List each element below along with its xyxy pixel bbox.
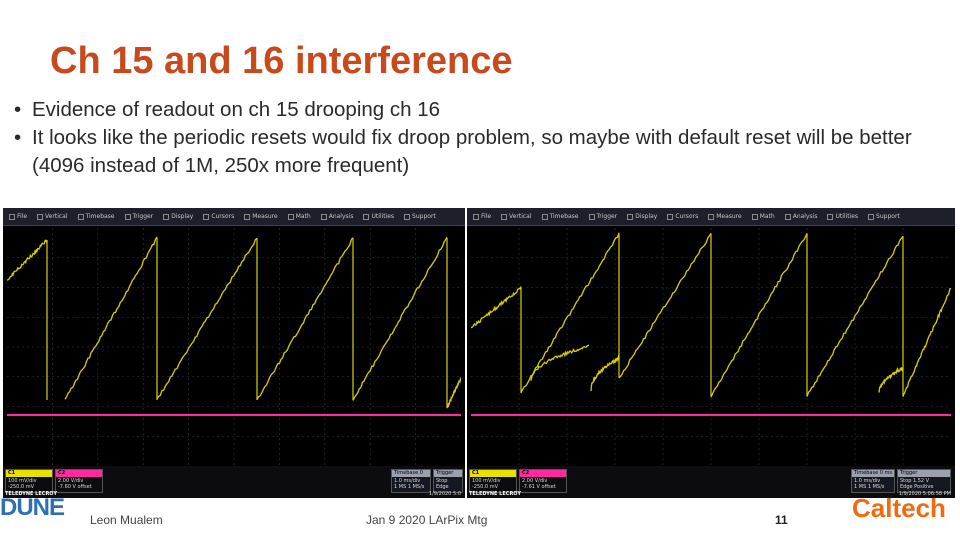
ch1-trace-segment <box>903 289 951 397</box>
bullet-dot: • <box>14 124 21 152</box>
scope-brand: TELEDYNE LECROY <box>469 491 521 497</box>
footer-author: Leon Mualem <box>90 513 163 527</box>
ch1-trace-segment <box>447 377 461 408</box>
timebase-box: Timebase 0 ms 1.0 ms/div 1 MS 1 MS/s <box>391 469 431 493</box>
menu-support: Support <box>868 213 900 220</box>
ch1-trace-segment <box>353 237 447 400</box>
bullet-item: • It looks like the periodic resets woul… <box>12 124 952 180</box>
menu-measure: Measure <box>708 213 742 220</box>
waveform-plot <box>471 228 951 466</box>
page-number: 11 <box>775 513 788 527</box>
menu-icon <box>163 214 169 220</box>
menu-support: Support <box>404 213 436 220</box>
channel-2-box: C2 2.00 V/div -7.60 V offset <box>55 469 103 493</box>
menu-cursors: Cursors <box>667 213 698 220</box>
menu-icon <box>37 214 43 220</box>
menu-icon <box>404 214 410 220</box>
menu-icon <box>125 214 131 220</box>
bullet-item: • Evidence of readout on ch 15 drooping … <box>12 96 952 124</box>
menu-icon <box>868 214 874 220</box>
channel-2-box: C2 2.00 V/div -7.61 V offset <box>519 469 567 493</box>
oscilloscope-screenshot-right: File Vertical Timebase Trigger Display C… <box>467 208 955 498</box>
bullet-dot: • <box>14 96 21 124</box>
menu-icon <box>589 214 595 220</box>
menu-math: Math <box>288 213 311 220</box>
channel-1-box: C1 100 mV/div -250.0 mV <box>469 469 517 493</box>
scope-timestamp: 1/9/2020 5:0 <box>429 491 461 497</box>
menu-trigger: Trigger <box>125 213 154 220</box>
ch1-trace-segment <box>619 233 711 378</box>
scope-menu-bar: File Vertical Timebase Trigger Display C… <box>3 208 465 226</box>
timebase-box: Timebase 0 ms 1.0 ms/div 1 MS 1 MS/s <box>851 469 895 493</box>
ch1-trace-segment <box>471 287 521 328</box>
bullet-text: It looks like the periodic resets would … <box>32 126 912 177</box>
menu-analysis: Analysis <box>785 213 818 220</box>
menu-icon <box>708 214 714 220</box>
menu-icon <box>752 214 758 220</box>
scope-menu-bar: File Vertical Timebase Trigger Display C… <box>467 208 955 226</box>
menu-file: File <box>473 213 491 220</box>
menu-icon <box>542 214 548 220</box>
dune-logo: DUNE <box>0 494 64 522</box>
footer-meeting: Jan 9 2020 LArPix Mtg <box>366 513 487 527</box>
menu-icon <box>321 214 327 220</box>
slide-title: Ch 15 and 16 interference <box>50 40 513 83</box>
menu-icon <box>78 214 84 220</box>
scope-waveform-area <box>7 228 461 466</box>
menu-icon <box>667 214 673 220</box>
scope-waveform-area <box>471 228 951 466</box>
menu-timebase: Timebase <box>542 213 579 220</box>
ch1-trace-segment <box>531 345 589 380</box>
waveform-plot <box>7 228 461 466</box>
menu-icon <box>363 214 369 220</box>
menu-icon <box>627 214 633 220</box>
menu-math: Math <box>752 213 775 220</box>
trigger-box: Trigger Stop Edge <box>433 469 463 493</box>
menu-analysis: Analysis <box>321 213 354 220</box>
ch1-trace-segment <box>257 238 353 400</box>
menu-utilities: Utilities <box>827 213 858 220</box>
menu-timebase: Timebase <box>78 213 115 220</box>
oscilloscope-screenshot-left: File Vertical Timebase Trigger Display C… <box>3 208 465 498</box>
menu-icon <box>244 214 250 220</box>
menu-icon <box>785 214 791 220</box>
bullet-text: Evidence of readout on ch 15 drooping ch… <box>32 98 440 121</box>
menu-icon <box>288 214 294 220</box>
scope-info-bar: C1 100 mV/div -250.0 mV C2 2.00 V/div -7.6… <box>3 466 465 498</box>
menu-display: Display <box>627 213 657 220</box>
channel-1-box: C1 100 mV/div -250.0 mV <box>5 469 53 493</box>
menu-utilities: Utilities <box>363 213 394 220</box>
menu-trigger: Trigger <box>589 213 618 220</box>
menu-icon <box>203 214 209 220</box>
ch1-trace-segment <box>157 238 257 399</box>
menu-icon <box>501 214 507 220</box>
trigger-box: Trigger Stop 1.52 V Edge Positive <box>897 469 951 493</box>
ch1-trace-segment <box>7 240 47 280</box>
menu-icon <box>827 214 833 220</box>
ch1-trace-segment <box>807 237 903 397</box>
menu-file: File <box>9 213 27 220</box>
menu-display: Display <box>163 213 193 220</box>
menu-icon <box>473 214 479 220</box>
bullet-list: • Evidence of readout on ch 15 drooping … <box>12 96 952 180</box>
caltech-logo: Caltech <box>852 493 946 524</box>
menu-vertical: Vertical <box>37 213 67 220</box>
ch1-trace-segment <box>879 367 903 392</box>
menu-measure: Measure <box>244 213 278 220</box>
menu-icon <box>9 214 15 220</box>
menu-vertical: Vertical <box>501 213 531 220</box>
ch1-trace-segment <box>711 233 807 397</box>
menu-cursors: Cursors <box>203 213 234 220</box>
